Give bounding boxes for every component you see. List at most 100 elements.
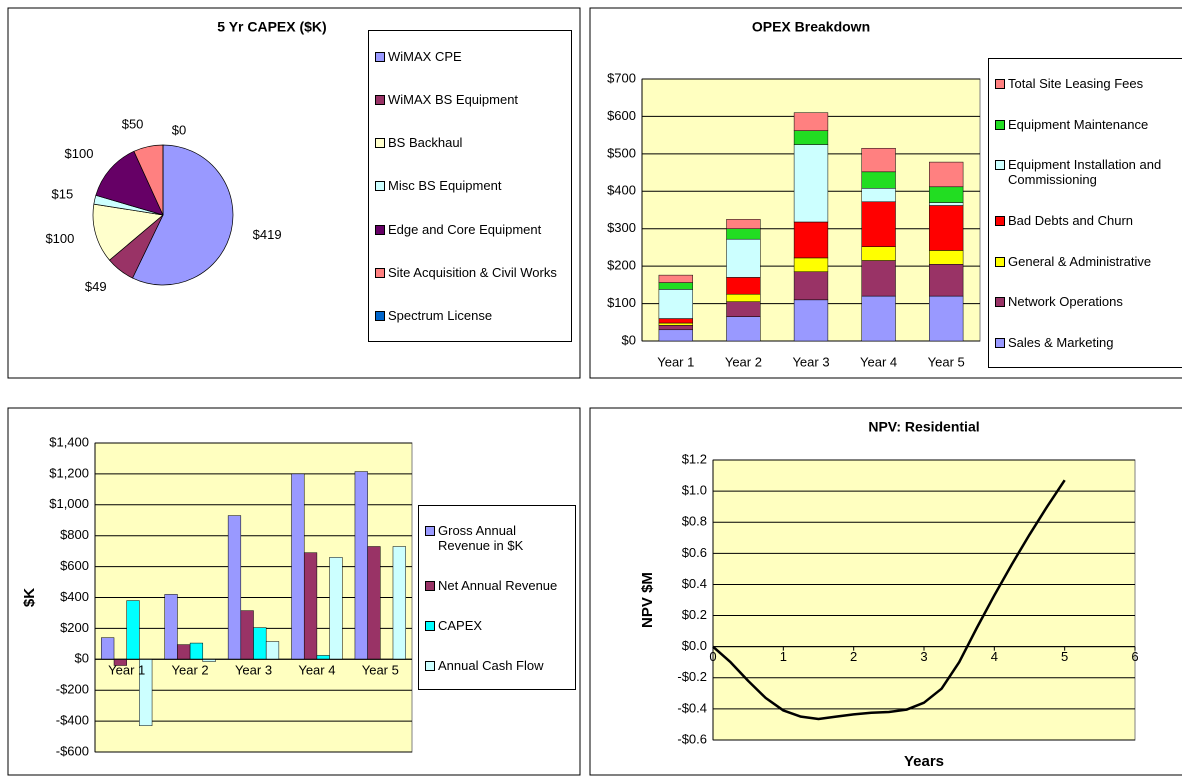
bar-segment xyxy=(861,147,896,173)
x-tick-label: 0 xyxy=(709,649,716,664)
legend-item: Spectrum License xyxy=(375,308,565,323)
legend-label: Misc BS Equipment xyxy=(388,178,502,194)
legend-label: Sales & Marketing xyxy=(1008,335,1114,351)
y-tick-label: -$0.4 xyxy=(677,700,707,715)
x-tick-label: 4 xyxy=(991,649,998,664)
bar-segment xyxy=(929,161,964,188)
pie-slice xyxy=(92,203,164,261)
bar xyxy=(392,546,406,660)
x-tick-label: Year 3 xyxy=(235,663,272,678)
legend-item: Net Annual Revenue xyxy=(425,578,569,593)
legend-item: WiMAX CPE xyxy=(375,49,565,64)
npv-line xyxy=(712,479,1066,721)
bar-segment xyxy=(861,188,896,203)
legend-swatch xyxy=(995,119,1005,130)
y-tick-label: $1,000 xyxy=(49,496,89,511)
bar xyxy=(291,473,305,660)
legend-swatch xyxy=(995,256,1005,267)
plot-area xyxy=(712,459,1136,741)
legend-item: Equipment Maintenance xyxy=(995,117,1181,132)
legend-label: Gross Annual Revenue in $K xyxy=(438,522,524,553)
x-tick-label: 3 xyxy=(920,649,927,664)
legend-swatch xyxy=(995,297,1005,308)
y-tick-label: $200 xyxy=(607,258,636,273)
bar xyxy=(367,546,381,660)
y-tick-label: $1.0 xyxy=(682,483,707,498)
legend-label: Edge and Core Equipment xyxy=(388,221,542,237)
y-tick-label: $400 xyxy=(607,183,636,198)
y-tick-label: $700 xyxy=(607,70,636,85)
y-tick-label: $0.0 xyxy=(682,638,707,653)
y-tick-label: $300 xyxy=(607,220,636,235)
legend-item: CAPEX xyxy=(425,618,569,633)
bar xyxy=(253,627,267,660)
bar-segment xyxy=(793,257,829,273)
chart-title: NPV: Residential xyxy=(868,419,979,435)
legend-item: Network Operations xyxy=(995,294,1181,309)
bar-segment xyxy=(658,329,693,342)
legend-item: WiMAX BS Equipment xyxy=(375,92,565,107)
bar xyxy=(303,552,318,660)
bar-segment xyxy=(658,322,693,326)
pie-slice xyxy=(132,144,234,286)
data-label: $50 xyxy=(122,117,144,132)
data-label: $100 xyxy=(65,146,94,161)
bar-segment xyxy=(726,277,761,295)
legend-swatch xyxy=(375,95,385,106)
y-tick-label: $500 xyxy=(607,145,636,160)
legend-label: CAPEX xyxy=(438,617,483,633)
bar xyxy=(316,655,330,660)
y-tick-label: $0.2 xyxy=(682,607,707,622)
x-tick-label: 5 xyxy=(1061,649,1068,664)
bar-segment xyxy=(658,325,693,331)
legend-swatch xyxy=(375,267,385,278)
legend-item: Site Acquisition & Civil Works xyxy=(375,265,565,280)
legend-swatch xyxy=(425,660,435,671)
bar-segment xyxy=(929,264,964,297)
bar xyxy=(354,471,368,660)
x-tick-label: Year 4 xyxy=(860,354,897,369)
y-tick-label: $0 xyxy=(75,651,89,666)
y-tick-label: -$0.6 xyxy=(677,731,707,746)
legend-label: Annual Cash Flow xyxy=(438,657,544,673)
legend-swatch xyxy=(425,620,435,631)
y-axis-label: $K xyxy=(21,588,38,607)
bar xyxy=(101,637,115,660)
legend-item: Total Site Leasing Fees xyxy=(995,76,1181,91)
bar-segment xyxy=(726,228,761,240)
bar-segment xyxy=(793,144,829,223)
y-tick-label: $0.4 xyxy=(682,576,707,591)
bar xyxy=(329,557,343,660)
legend-label: Total Site Leasing Fees xyxy=(1008,75,1144,91)
bar-segment xyxy=(793,221,829,259)
legend-swatch xyxy=(375,181,385,192)
legend-label: Equipment Maintenance xyxy=(1008,116,1149,132)
x-tick-label: 2 xyxy=(850,649,857,664)
x-tick-label: Year 5 xyxy=(928,354,965,369)
legend-swatch xyxy=(995,338,1005,349)
y-tick-label: -$600 xyxy=(56,743,89,758)
bar xyxy=(265,641,280,660)
chart-title: 5 Yr CAPEX ($K) xyxy=(217,19,326,35)
y-axis-label: NPV $M xyxy=(639,572,656,628)
bar-segment xyxy=(861,171,896,189)
bar-segment xyxy=(726,293,761,302)
legend-swatch xyxy=(995,160,1005,171)
bar xyxy=(189,642,204,660)
legend: Gross Annual Revenue in $K Net Annual Rev… xyxy=(418,505,576,690)
bar-segment xyxy=(793,130,829,145)
bar xyxy=(227,515,242,660)
legend-label: Spectrum License xyxy=(388,307,493,323)
x-tick-label: Year 5 xyxy=(362,663,399,678)
legend-item: Edge and Core Equipment xyxy=(375,222,565,237)
bar-segment xyxy=(929,295,964,342)
data-label: $49 xyxy=(85,279,107,294)
legend-item: BS Backhaul xyxy=(375,135,565,150)
y-tick-label: $1,400 xyxy=(49,434,89,449)
legend-label: Site Acquisition & Civil Works xyxy=(388,264,557,280)
y-tick-label: $0.6 xyxy=(682,545,707,560)
bar-segment xyxy=(929,205,964,251)
legend-swatch xyxy=(375,224,385,235)
